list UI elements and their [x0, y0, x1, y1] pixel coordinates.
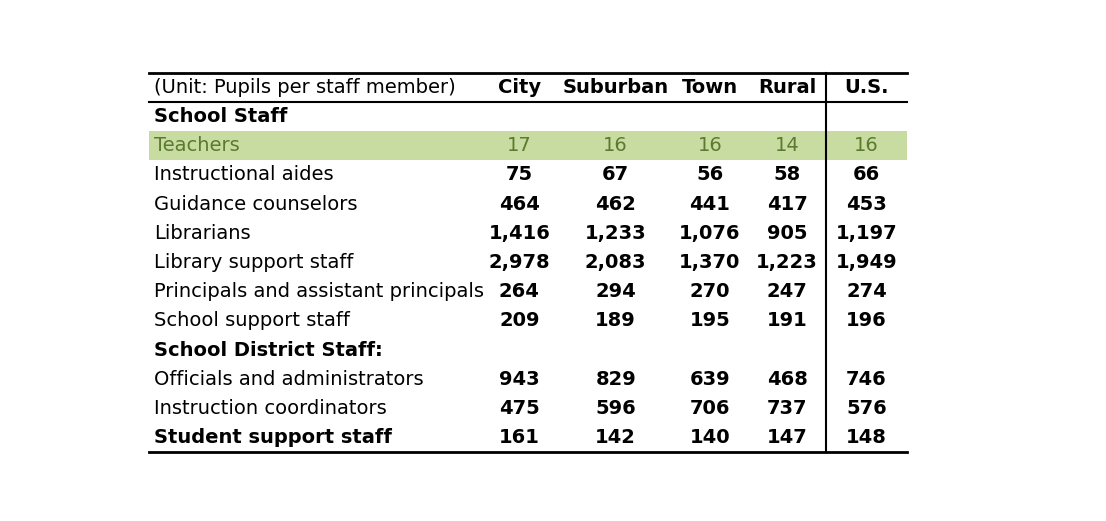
Text: 943: 943 — [499, 370, 540, 389]
Text: 1,197: 1,197 — [836, 224, 897, 243]
Text: City: City — [498, 78, 541, 97]
Text: 294: 294 — [595, 282, 636, 301]
Text: 16: 16 — [854, 136, 879, 155]
Text: (Unit: Pupils per staff member): (Unit: Pupils per staff member) — [154, 78, 456, 97]
Text: 16: 16 — [698, 136, 722, 155]
Text: Librarians: Librarians — [154, 224, 250, 243]
Text: 191: 191 — [766, 312, 807, 330]
Text: Rural: Rural — [758, 78, 816, 97]
Text: 1,233: 1,233 — [585, 224, 647, 243]
Text: 58: 58 — [773, 165, 801, 184]
Text: 596: 596 — [595, 399, 636, 418]
Text: 1,949: 1,949 — [836, 253, 897, 272]
Text: 1,370: 1,370 — [679, 253, 741, 272]
Text: Officials and administrators: Officials and administrators — [154, 370, 424, 389]
Text: 16: 16 — [603, 136, 628, 155]
Text: 196: 196 — [846, 312, 887, 330]
Bar — [148, 131, 907, 160]
Text: Principals and assistant principals: Principals and assistant principals — [154, 282, 483, 301]
Text: 14: 14 — [774, 136, 800, 155]
Text: 475: 475 — [499, 399, 540, 418]
Text: 17: 17 — [507, 136, 532, 155]
Text: 1,223: 1,223 — [757, 253, 818, 272]
Text: 417: 417 — [766, 194, 807, 214]
Text: 147: 147 — [766, 428, 807, 448]
Text: 247: 247 — [766, 282, 807, 301]
Text: 441: 441 — [689, 194, 730, 214]
Text: Library support staff: Library support staff — [154, 253, 353, 272]
Text: 209: 209 — [499, 312, 540, 330]
Text: 142: 142 — [595, 428, 636, 448]
Text: 453: 453 — [846, 194, 887, 214]
Text: 468: 468 — [766, 370, 807, 389]
Text: 2,083: 2,083 — [585, 253, 646, 272]
Text: 706: 706 — [690, 399, 730, 418]
Text: School Staff: School Staff — [154, 107, 288, 126]
Text: 2,978: 2,978 — [489, 253, 550, 272]
Text: 66: 66 — [853, 165, 880, 184]
Text: 639: 639 — [690, 370, 730, 389]
Text: Student support staff: Student support staff — [154, 428, 392, 448]
Text: 140: 140 — [690, 428, 730, 448]
Text: 189: 189 — [595, 312, 636, 330]
Text: 1,416: 1,416 — [489, 224, 550, 243]
Text: Guidance counselors: Guidance counselors — [154, 194, 357, 214]
Text: Teachers: Teachers — [154, 136, 239, 155]
Text: 1,076: 1,076 — [679, 224, 741, 243]
Text: 746: 746 — [846, 370, 887, 389]
Text: 737: 737 — [766, 399, 807, 418]
Text: School District Staff:: School District Staff: — [154, 341, 383, 359]
Text: 161: 161 — [499, 428, 540, 448]
Text: School support staff: School support staff — [154, 312, 349, 330]
Text: 270: 270 — [690, 282, 730, 301]
Text: Town: Town — [682, 78, 738, 97]
Text: Instructional aides: Instructional aides — [154, 165, 333, 184]
Text: U.S.: U.S. — [844, 78, 888, 97]
Text: 75: 75 — [505, 165, 533, 184]
Text: 67: 67 — [602, 165, 629, 184]
Text: 56: 56 — [697, 165, 723, 184]
Text: Suburban: Suburban — [563, 78, 669, 97]
Text: 829: 829 — [595, 370, 636, 389]
Text: 576: 576 — [846, 399, 887, 418]
Text: Instruction coordinators: Instruction coordinators — [154, 399, 386, 418]
Text: 195: 195 — [690, 312, 730, 330]
Text: 905: 905 — [766, 224, 807, 243]
Text: 274: 274 — [846, 282, 887, 301]
Text: 462: 462 — [595, 194, 636, 214]
Text: 148: 148 — [846, 428, 887, 448]
Text: 464: 464 — [499, 194, 540, 214]
Text: 264: 264 — [499, 282, 540, 301]
